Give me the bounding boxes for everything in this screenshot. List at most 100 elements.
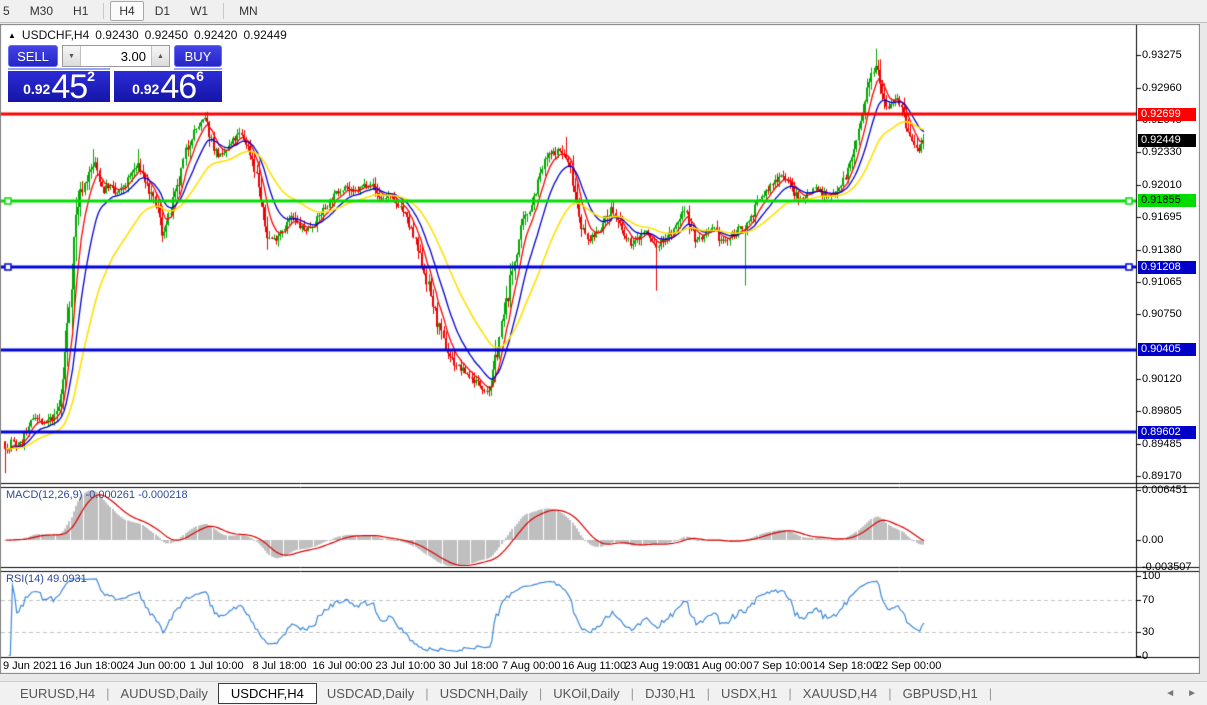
timeframe-5[interactable]: 5 <box>3 4 10 18</box>
tab-gbpusd-h1[interactable]: GBPUSD,H1 <box>902 686 978 701</box>
price-tick: 0.91380 <box>1142 243 1182 256</box>
tab-eurusd-h4[interactable]: EURUSD,H4 <box>20 686 96 701</box>
date-tick: 16 Aug 11:00 <box>562 660 627 672</box>
ohlc-close: 0.92449 <box>243 28 287 42</box>
tab-usdchf-h4[interactable]: USDCHF,H4 <box>217 683 317 704</box>
ohlc-open: 0.92430 <box>95 28 139 42</box>
chart-tab-bar: EURUSD,H4 | AUDUSD,Daily USDCHF,H4 USDCAD,Da… <box>0 681 1207 705</box>
timeframe-toolbar: 5 M30 H1 H4 D1 W1 MN <box>0 0 1207 23</box>
toolbar-separator <box>103 3 105 19</box>
timeframe-m30[interactable]: M30 <box>29 4 54 18</box>
date-tick: 1 Jul 10:00 <box>189 660 244 672</box>
rsi-axis-tick: 0 <box>1142 650 1149 662</box>
volume-input[interactable]: 3.00 <box>81 46 151 66</box>
timeframe-h4[interactable]: H4 <box>110 1 144 21</box>
tab-usdcnh-daily[interactable]: USDCNH,Daily <box>439 686 528 701</box>
price-tick: 0.92010 <box>1142 179 1182 192</box>
timeframe-h1[interactable]: H1 <box>73 4 89 18</box>
macd-axis-tick: -0.003507 <box>1142 561 1192 574</box>
macd-axis-tick: 0.00 <box>1142 534 1164 546</box>
buy-price-display[interactable]: 0.92 46 6 <box>114 68 222 106</box>
chart-title: ▲ USDCHF,H4 0.92430 0.92450 0.92420 0.92… <box>8 28 287 42</box>
price-level-label: 0.92449 <box>1138 133 1196 147</box>
price-level-label: 0.91208 <box>1138 260 1196 274</box>
collapse-chart-icon[interactable]: ▲ <box>8 30 16 40</box>
tab-separator: | <box>788 686 792 701</box>
price-tick: 0.89805 <box>1142 405 1182 418</box>
date-tick: 16 Jul 00:00 <box>312 660 373 672</box>
sell-button[interactable]: SELL <box>8 45 58 67</box>
price-chart-canvas[interactable] <box>0 24 1200 674</box>
tab-usdcad-daily[interactable]: USDCAD,Daily <box>326 686 415 701</box>
chevron-up-icon: ▲ <box>157 52 164 60</box>
timeframe-d1[interactable]: D1 <box>154 4 171 18</box>
tab-separator: | <box>630 686 635 701</box>
date-tick: 22 Sep 00:00 <box>875 660 942 672</box>
price-tick: 0.89170 <box>1142 470 1182 483</box>
date-tick: 7 Aug 00:00 <box>501 660 561 672</box>
date-tick: 8 Jul 18:00 <box>252 660 307 672</box>
scroll-left-icon[interactable]: ◄ <box>1165 688 1176 699</box>
price-tick: 0.89485 <box>1142 438 1182 450</box>
sell-underline <box>8 68 110 70</box>
macd-label: MACD(12,26,9) -0.000261 -0.000218 <box>6 489 188 501</box>
price-tick: 0.93275 <box>1142 49 1182 62</box>
timeframe-mn[interactable]: MN <box>239 4 258 18</box>
rsi-axis-tick: 70 <box>1142 594 1155 606</box>
tab-separator: | <box>106 686 110 701</box>
rsi-axis-tick: 30 <box>1142 626 1155 638</box>
tab-dj30-h1[interactable]: DJ30,H1 <box>645 686 696 701</box>
volume-stepper: ▼ 3.00 ▲ <box>62 45 170 67</box>
price-tick: 0.90750 <box>1142 308 1182 321</box>
tab-separator: | <box>988 686 993 701</box>
date-tick: 31 Aug 00:00 <box>687 660 753 672</box>
price-tick: 0.91065 <box>1142 275 1182 288</box>
tab-ukoil-daily[interactable]: UKOil,Daily <box>553 686 620 701</box>
date-tick: 30 Jul 18:00 <box>438 660 499 672</box>
buy-price-pip: 6 <box>196 68 204 84</box>
chart-symbol: USDCHF,H4 <box>21 28 90 42</box>
ohlc-high: 0.92450 <box>144 28 189 42</box>
date-tick: 9 Jun 2021 <box>3 660 58 672</box>
rsi-value: 49.0931 <box>46 573 87 585</box>
toolbar-separator <box>223 3 225 19</box>
timeframe-w1[interactable]: W1 <box>190 4 209 18</box>
price-tick: 0.90120 <box>1142 372 1182 385</box>
tab-separator: | <box>888 686 892 701</box>
rsi-label: RSI(14) 49.0931 <box>6 573 87 585</box>
buy-price-big: 46 <box>160 68 197 106</box>
date-tick: 16 Jun 18:00 <box>59 660 123 672</box>
one-click-trading-panel: SELL ▼ 3.00 ▲ BUY 0.92 45 2 0.92 46 6 <box>8 45 222 106</box>
sell-price-big: 45 <box>51 68 88 106</box>
volume-increase-button[interactable]: ▲ <box>151 46 169 66</box>
rsi-axis-tick: 100 <box>1142 570 1161 582</box>
price-level-label: 0.89602 <box>1138 425 1196 439</box>
scroll-right-icon[interactable]: ► <box>1187 688 1197 699</box>
sell-price-prefix: 0.92 <box>23 81 51 97</box>
date-tick: 24 Jun 00:00 <box>121 660 186 672</box>
date-tick: 23 Jul 10:00 <box>375 660 436 672</box>
tab-audusd-daily[interactable]: AUDUSD,Daily <box>120 686 208 701</box>
buy-underline <box>174 68 222 70</box>
buy-button[interactable]: BUY <box>174 45 222 67</box>
date-tick: 23 Aug 19:00 <box>624 660 690 672</box>
chevron-down-icon: ▼ <box>68 52 75 60</box>
buy-price-prefix: 0.92 <box>132 81 160 97</box>
tab-separator: | <box>706 686 711 701</box>
ohlc-low: 0.92420 <box>194 28 238 42</box>
date-tick: 7 Sep 10:00 <box>753 660 813 672</box>
price-tick: 0.91695 <box>1142 211 1182 224</box>
tab-separator: | <box>425 686 429 701</box>
volume-decrease-button[interactable]: ▼ <box>63 46 81 66</box>
price-tick: 0.92330 <box>1142 146 1182 159</box>
price-level-label: 0.90405 <box>1138 343 1196 357</box>
sell-price-display[interactable]: 0.92 45 2 <box>8 68 110 106</box>
sell-price-pip: 2 <box>87 68 95 84</box>
tab-xauusd-h4[interactable]: XAUUSD,H4 <box>802 686 878 701</box>
tab-usdx-h1[interactable]: USDX,H1 <box>721 686 778 701</box>
macd-main-value: -0.000261 <box>85 489 136 501</box>
chart-window: ▲ USDCHF,H4 0.92430 0.92450 0.92420 0.92… <box>0 24 1200 674</box>
date-tick: 14 Sep 18:00 <box>812 660 879 672</box>
macd-axis-tick: 0.006451 <box>1142 484 1188 497</box>
tab-separator: | <box>538 686 543 701</box>
